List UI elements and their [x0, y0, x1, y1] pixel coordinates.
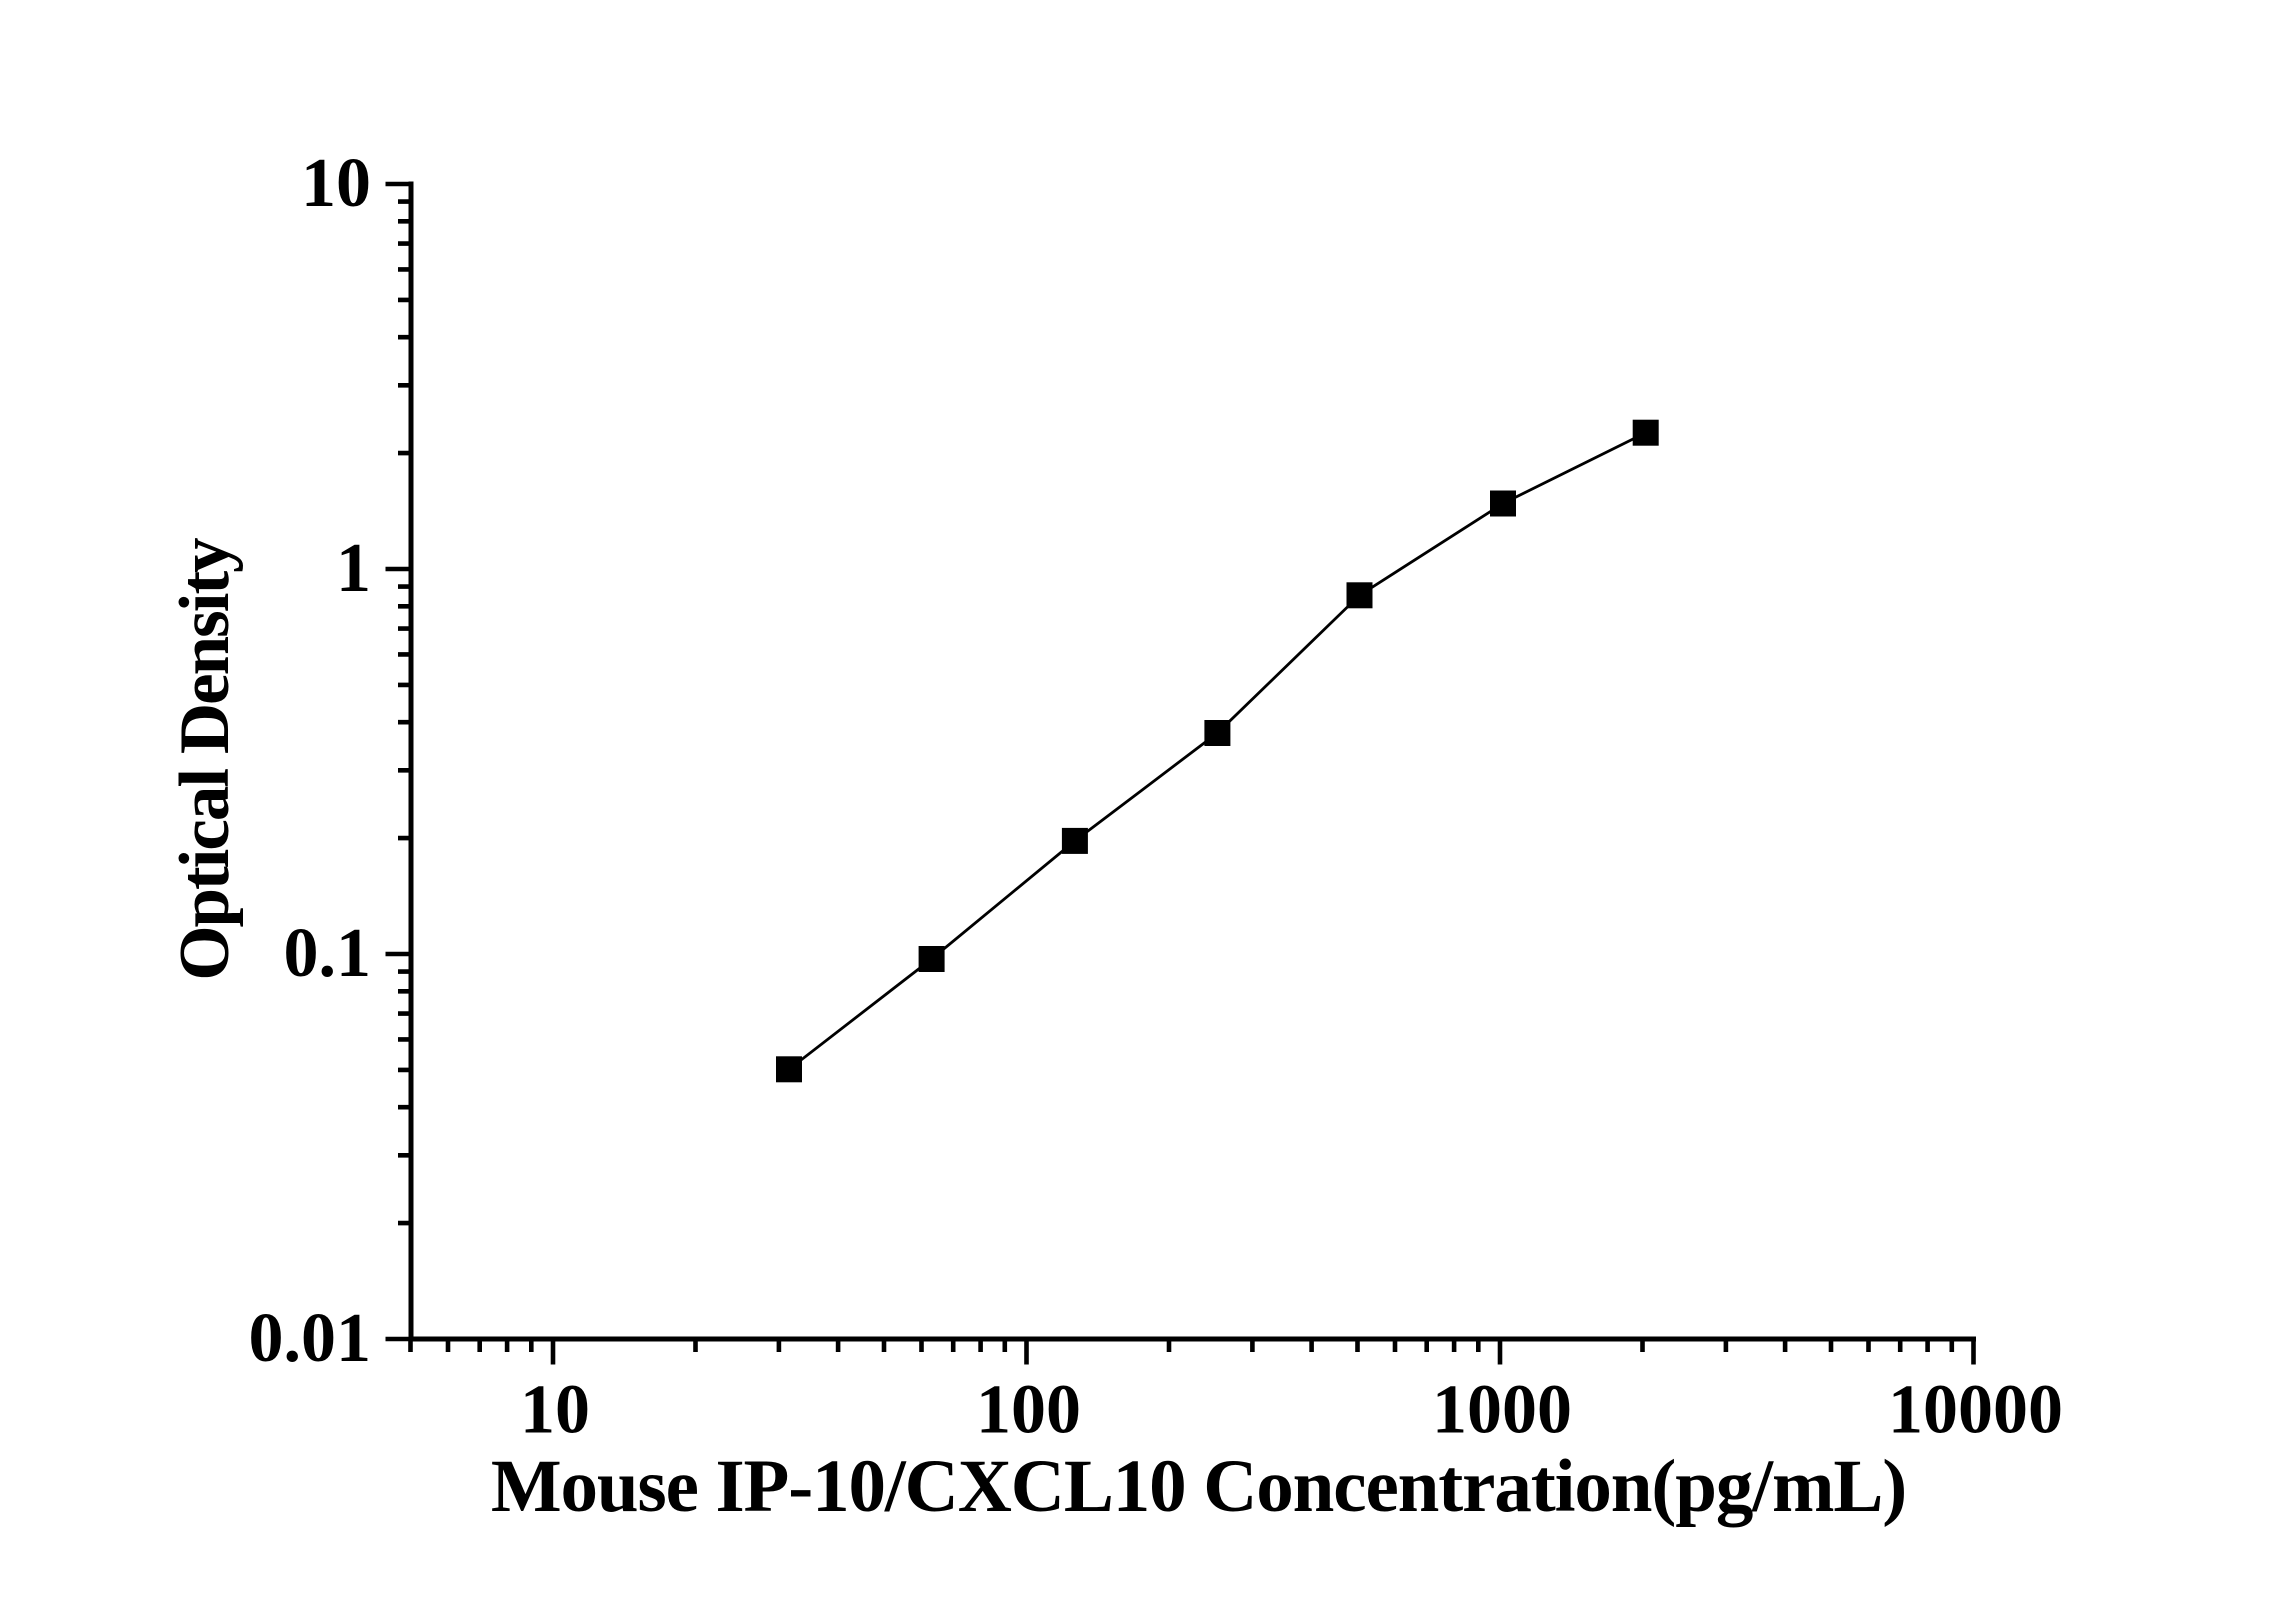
svg-text:10: 10: [301, 145, 371, 222]
svg-text:Optical Density: Optical Density: [166, 538, 244, 981]
svg-text:Mouse IP-10/CXCL10 Concentrati: Mouse IP-10/CXCL10 Concentration(pg/mL): [491, 1445, 1906, 1528]
svg-text:100: 100: [976, 1372, 1081, 1449]
svg-text:10: 10: [520, 1372, 590, 1449]
svg-text:1: 1: [336, 530, 371, 607]
svg-text:0.01: 0.01: [249, 1300, 372, 1377]
svg-text:1000: 1000: [1432, 1372, 1572, 1449]
svg-text:10000: 10000: [1888, 1372, 2063, 1449]
svg-text:0.1: 0.1: [284, 915, 372, 992]
